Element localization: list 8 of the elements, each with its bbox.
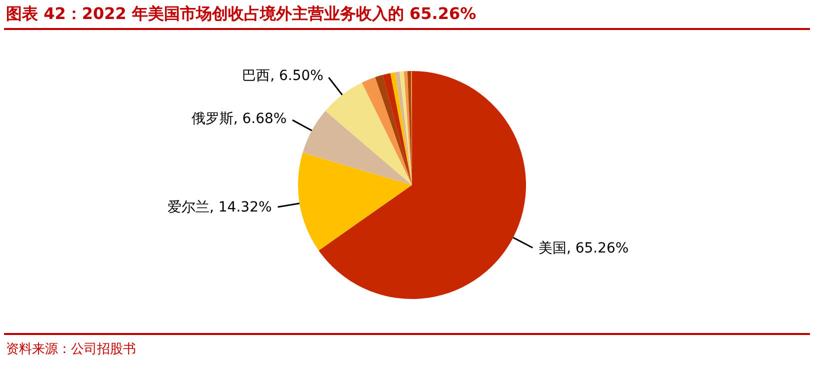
pie-slice [375,74,412,185]
text: 资料来源：公司招股书 [6,341,136,358]
chart-title: 图表 42：2022 年美国市场创收占境外主营业务收入的 65.26% [6,4,476,25]
slice-label: 巴西, 6.50% [242,68,324,84]
slice-label: 爱尔兰, 14.32% [168,199,272,216]
slice-label: 美国, 65.26% [538,240,629,257]
pie-slice [298,152,412,250]
slice-label: 俄罗斯, 6.68% [191,111,287,128]
